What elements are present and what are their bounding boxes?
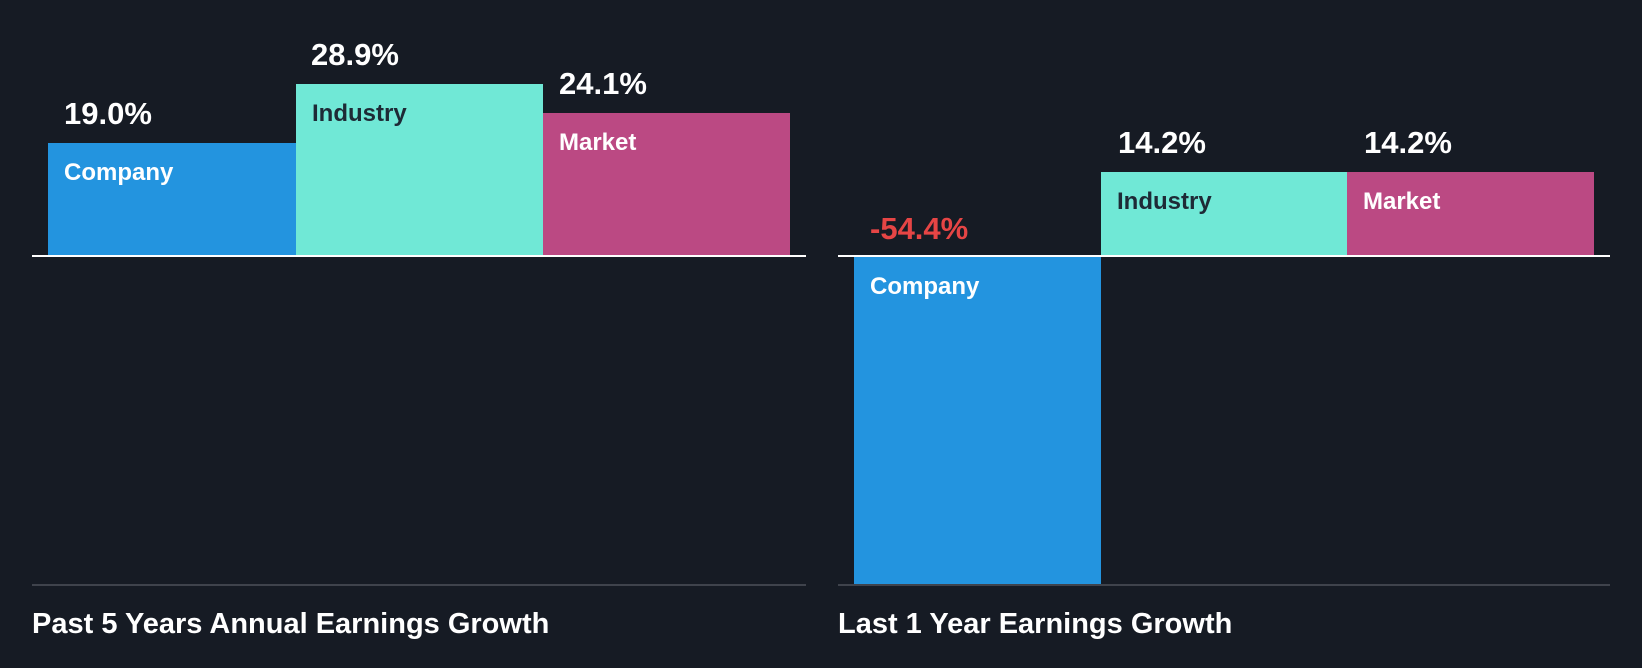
bar-market: Market — [543, 113, 790, 256]
bar-industry: Industry — [296, 84, 543, 256]
bar-label-market: Market — [1363, 188, 1441, 215]
chart-panel-5yr: Company Industry Market 19.0% 28.9% 24.1… — [0, 0, 820, 668]
zero-baseline — [32, 255, 806, 257]
bar-industry: Industry — [1101, 172, 1347, 256]
value-industry: 28.9% — [311, 37, 399, 72]
value-company: 19.0% — [64, 96, 152, 131]
value-industry: 14.2% — [1118, 125, 1206, 160]
value-company-negative: -54.4% — [870, 211, 969, 246]
bar-company: Company — [48, 143, 296, 256]
chart-title: Last 1 Year Earnings Growth — [838, 608, 1233, 640]
bottom-axis-line — [838, 584, 1610, 586]
bar-label-industry: Industry — [1117, 188, 1212, 215]
zero-baseline — [838, 255, 1610, 257]
value-market: 24.1% — [559, 66, 647, 101]
bar-label-company: Company — [870, 273, 980, 300]
bar-company: Company — [854, 257, 1101, 584]
bar-market: Market — [1347, 172, 1594, 256]
bar-label-industry: Industry — [312, 100, 407, 127]
bar-label-company: Company — [64, 159, 174, 186]
bar-label-market: Market — [559, 129, 637, 156]
bottom-axis-line — [32, 584, 806, 586]
chart-title: Past 5 Years Annual Earnings Growth — [32, 608, 550, 640]
value-market: 14.2% — [1364, 125, 1452, 160]
